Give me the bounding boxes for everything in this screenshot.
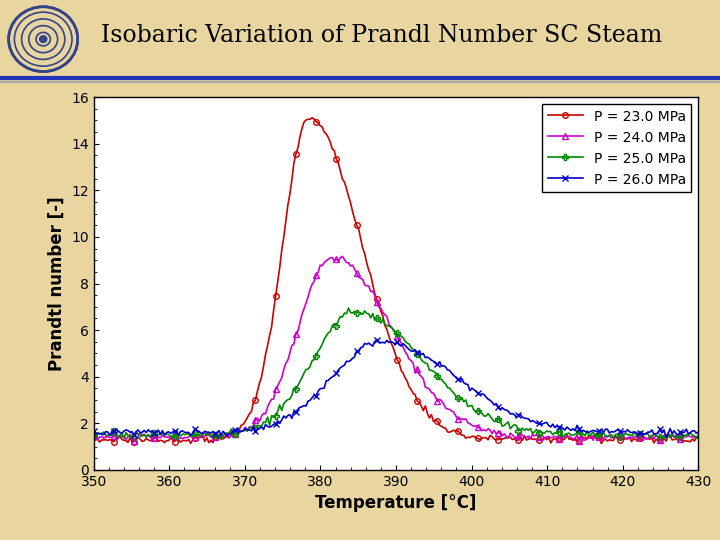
P = 24.0 MPa xyxy=(91,433,100,440)
P = 23.0 MPa xyxy=(91,436,100,442)
P = 26.0 MPa xyxy=(462,381,470,387)
Line: P = 24.0 MPa: P = 24.0 MPa xyxy=(91,254,701,444)
P = 25.0 MPa xyxy=(344,305,353,312)
Line: P = 25.0 MPa: P = 25.0 MPa xyxy=(91,305,701,442)
P = 26.0 MPa xyxy=(89,428,98,434)
P = 23.0 MPa xyxy=(694,435,703,442)
P = 24.0 MPa xyxy=(451,413,460,419)
P = 23.0 MPa xyxy=(451,428,460,435)
P = 25.0 MPa xyxy=(89,431,98,438)
P = 24.0 MPa xyxy=(449,409,458,415)
X-axis label: Temperature [°C]: Temperature [°C] xyxy=(315,494,477,512)
P = 26.0 MPa xyxy=(451,374,460,381)
Y-axis label: Prandtl number [-]: Prandtl number [-] xyxy=(48,196,66,371)
Text: Isobaric Variation of Prandl Number SC Steam: Isobaric Variation of Prandl Number SC S… xyxy=(101,24,662,46)
Circle shape xyxy=(40,36,47,43)
P = 24.0 MPa xyxy=(601,433,610,440)
P = 26.0 MPa xyxy=(601,426,610,433)
P = 25.0 MPa xyxy=(91,434,100,441)
P = 25.0 MPa xyxy=(217,436,225,443)
P = 26.0 MPa xyxy=(694,429,703,435)
P = 24.0 MPa xyxy=(674,438,683,444)
P = 24.0 MPa xyxy=(639,434,648,441)
P = 23.0 MPa xyxy=(462,435,470,442)
P = 25.0 MPa xyxy=(451,393,460,399)
P = 24.0 MPa xyxy=(694,433,703,440)
P = 24.0 MPa xyxy=(89,433,98,439)
P = 23.0 MPa xyxy=(642,435,650,442)
P = 25.0 MPa xyxy=(464,403,472,410)
P = 25.0 MPa xyxy=(603,433,612,440)
P = 26.0 MPa xyxy=(372,337,381,343)
P = 25.0 MPa xyxy=(454,395,462,401)
P = 23.0 MPa xyxy=(89,434,98,441)
P = 26.0 MPa xyxy=(639,431,648,437)
P = 24.0 MPa xyxy=(462,416,470,422)
Legend: P = 23.0 MPa, P = 24.0 MPa, P = 25.0 MPa, P = 26.0 MPa: P = 23.0 MPa, P = 24.0 MPa, P = 25.0 MPa… xyxy=(542,104,691,192)
P = 23.0 MPa xyxy=(603,438,612,444)
P = 23.0 MPa xyxy=(597,440,606,447)
P = 23.0 MPa xyxy=(449,427,458,434)
P = 25.0 MPa xyxy=(694,432,703,438)
P = 24.0 MPa xyxy=(338,253,347,260)
P = 25.0 MPa xyxy=(642,430,650,436)
P = 26.0 MPa xyxy=(662,434,670,441)
P = 26.0 MPa xyxy=(91,430,100,437)
Line: P = 23.0 MPa: P = 23.0 MPa xyxy=(91,115,701,447)
Line: P = 26.0 MPa: P = 26.0 MPa xyxy=(91,338,701,441)
P = 26.0 MPa xyxy=(449,372,458,379)
P = 23.0 MPa xyxy=(307,114,316,121)
